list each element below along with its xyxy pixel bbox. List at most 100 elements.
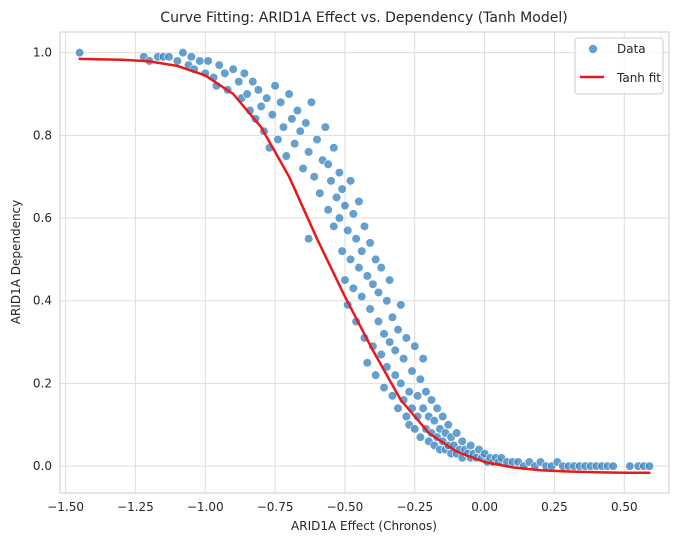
- data-point: [362, 358, 372, 368]
- data-point: [304, 147, 314, 157]
- x-tick-label: −0.50: [327, 500, 364, 514]
- x-tick-label: 0.50: [611, 500, 638, 514]
- data-point: [340, 275, 350, 285]
- data-point: [625, 461, 635, 471]
- data-point: [362, 271, 372, 281]
- data-point: [203, 56, 213, 66]
- data-point: [242, 89, 252, 99]
- data-point: [306, 97, 317, 107]
- data-point: [368, 279, 378, 289]
- data-point: [426, 395, 437, 405]
- data-point: [340, 201, 350, 211]
- data-point: [304, 234, 314, 244]
- data-point: [382, 296, 392, 306]
- data-point: [393, 325, 403, 335]
- data-point: [276, 97, 286, 107]
- data-point: [345, 176, 356, 186]
- legend-data-label: Data: [617, 42, 646, 56]
- x-tick-label: 0.00: [471, 500, 498, 514]
- data-point: [74, 48, 85, 58]
- data-point: [376, 349, 386, 360]
- data-point: [351, 234, 361, 244]
- y-tick-label: 0.4: [33, 294, 52, 308]
- data-point: [329, 143, 339, 153]
- x-tick-label: 0.25: [541, 500, 568, 514]
- data-point: [334, 213, 344, 223]
- data-point: [390, 370, 400, 380]
- data-point: [608, 461, 618, 471]
- plot-area: [60, 32, 669, 493]
- data-point: [399, 354, 409, 364]
- data-point: [278, 122, 289, 132]
- data-point: [326, 176, 336, 186]
- y-tick-label: 0.2: [33, 376, 52, 390]
- data-point: [287, 114, 297, 124]
- y-tick-label: 0.6: [33, 211, 52, 225]
- x-tick-label: −1.00: [187, 500, 224, 514]
- data-point: [401, 411, 412, 422]
- data-point: [301, 118, 311, 128]
- data-point: [214, 60, 224, 70]
- data-point: [320, 122, 330, 132]
- data-point: [172, 56, 182, 66]
- data-point: [348, 283, 358, 293]
- data-point: [452, 428, 462, 438]
- legend-box: [574, 37, 664, 95]
- data-point: [323, 205, 333, 215]
- data-point: [390, 345, 400, 355]
- plot-frame: [59, 31, 670, 494]
- data-point: [195, 56, 205, 66]
- data-point: [248, 77, 258, 87]
- y-tick-label: 0.0: [33, 459, 52, 473]
- chart-title: Curve Fitting: ARID1A Effect vs. Depende…: [160, 10, 567, 26]
- data-point: [396, 378, 406, 389]
- data-point: [379, 382, 389, 393]
- data-point: [457, 436, 467, 446]
- data-point: [387, 391, 398, 401]
- data-point: [373, 287, 384, 298]
- data-point: [365, 304, 375, 314]
- data-point: [256, 101, 266, 112]
- data-point: [644, 461, 655, 471]
- x-tick-label: −1.25: [117, 500, 154, 514]
- data-point: [262, 93, 272, 103]
- legend: Data Tanh fit: [574, 37, 664, 95]
- data-point: [432, 403, 442, 413]
- data-point: [329, 221, 339, 231]
- data-point: [348, 209, 358, 219]
- data-point: [270, 81, 280, 91]
- data-point: [273, 134, 283, 145]
- data-point: [429, 416, 439, 426]
- y-tick-label: 1.0: [33, 46, 52, 60]
- data-point: [365, 238, 375, 248]
- data-point: [421, 387, 431, 397]
- data-point: [331, 192, 342, 202]
- data-point: [387, 312, 398, 322]
- data-point: [337, 184, 347, 194]
- data-point: [354, 263, 364, 273]
- data-point: [337, 246, 347, 256]
- data-point: [443, 420, 453, 430]
- data-point: [385, 337, 395, 347]
- data-point: [345, 254, 356, 264]
- data-point: [186, 52, 196, 62]
- data-point: [178, 48, 188, 58]
- tanh-fit-line: [78, 57, 651, 474]
- data-point: [253, 85, 263, 95]
- data-point: [323, 159, 333, 169]
- x-tick-label: −1.50: [47, 500, 84, 514]
- data-point: [220, 68, 230, 78]
- data-point: [418, 403, 428, 413]
- data-point: [292, 105, 303, 116]
- data-point: [438, 411, 448, 422]
- data-point: [239, 68, 249, 78]
- data-point: [312, 134, 322, 145]
- legend-data-marker: [588, 44, 598, 54]
- legend-fit-label: Tanh fit: [616, 71, 661, 85]
- data-point: [357, 246, 367, 256]
- data-point: [371, 370, 381, 380]
- data-point: [376, 263, 386, 273]
- data-point: [267, 110, 277, 120]
- y-axis-ticks: 0.0 0.2 0.4 0.6 0.8 1.0: [33, 46, 52, 473]
